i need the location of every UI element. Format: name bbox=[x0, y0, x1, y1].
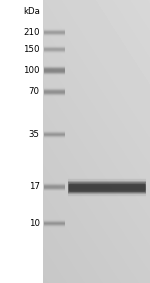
Text: 17: 17 bbox=[29, 182, 40, 191]
Bar bbox=[44, 222, 65, 225]
Bar bbox=[44, 221, 65, 224]
Bar bbox=[68, 184, 146, 194]
Text: 150: 150 bbox=[23, 45, 40, 54]
Text: 100: 100 bbox=[23, 66, 40, 75]
Bar bbox=[44, 28, 65, 31]
Bar bbox=[44, 48, 65, 52]
Bar bbox=[44, 132, 65, 135]
Bar bbox=[68, 178, 146, 189]
Text: 70: 70 bbox=[29, 87, 40, 97]
Bar bbox=[0, 0, 43, 283]
Bar bbox=[44, 33, 65, 37]
Bar bbox=[44, 88, 65, 92]
Bar bbox=[44, 87, 65, 91]
Bar bbox=[44, 66, 65, 71]
Bar bbox=[44, 45, 65, 49]
Bar bbox=[44, 49, 65, 52]
Bar bbox=[44, 185, 65, 189]
Bar bbox=[44, 186, 65, 190]
Bar bbox=[44, 130, 65, 133]
Bar bbox=[44, 182, 65, 186]
FancyBboxPatch shape bbox=[69, 184, 145, 192]
Bar bbox=[44, 70, 65, 75]
Bar bbox=[44, 183, 65, 187]
Bar bbox=[44, 50, 65, 54]
Bar bbox=[44, 224, 65, 227]
Bar bbox=[68, 186, 146, 197]
Bar bbox=[68, 179, 146, 190]
Text: 35: 35 bbox=[29, 130, 40, 139]
Bar bbox=[44, 220, 65, 224]
Bar bbox=[68, 181, 146, 192]
Text: 10: 10 bbox=[29, 219, 40, 228]
Bar bbox=[44, 225, 65, 228]
Bar bbox=[44, 131, 65, 134]
Bar bbox=[44, 93, 65, 97]
Bar bbox=[44, 134, 65, 138]
Bar bbox=[44, 135, 65, 139]
Bar bbox=[44, 187, 65, 190]
Bar bbox=[44, 89, 65, 93]
Bar bbox=[44, 134, 65, 137]
Bar bbox=[44, 68, 65, 73]
Bar bbox=[44, 50, 65, 53]
Bar bbox=[44, 69, 65, 74]
Bar bbox=[44, 71, 65, 76]
Bar bbox=[44, 31, 65, 34]
Bar bbox=[44, 67, 65, 72]
Bar bbox=[44, 30, 65, 33]
Bar bbox=[44, 33, 65, 36]
Bar bbox=[44, 29, 65, 33]
Bar bbox=[68, 182, 146, 193]
Bar bbox=[44, 184, 65, 188]
Bar bbox=[44, 91, 65, 95]
Text: 210: 210 bbox=[23, 28, 40, 37]
Bar bbox=[44, 219, 65, 222]
Bar bbox=[44, 92, 65, 96]
Bar bbox=[44, 188, 65, 192]
Text: kDa: kDa bbox=[23, 7, 40, 16]
Bar bbox=[44, 65, 65, 70]
Bar bbox=[44, 223, 65, 226]
Bar bbox=[44, 32, 65, 35]
Bar bbox=[44, 132, 65, 136]
Bar bbox=[68, 185, 146, 196]
Bar bbox=[44, 46, 65, 50]
Bar bbox=[44, 47, 65, 50]
Bar bbox=[44, 90, 65, 94]
